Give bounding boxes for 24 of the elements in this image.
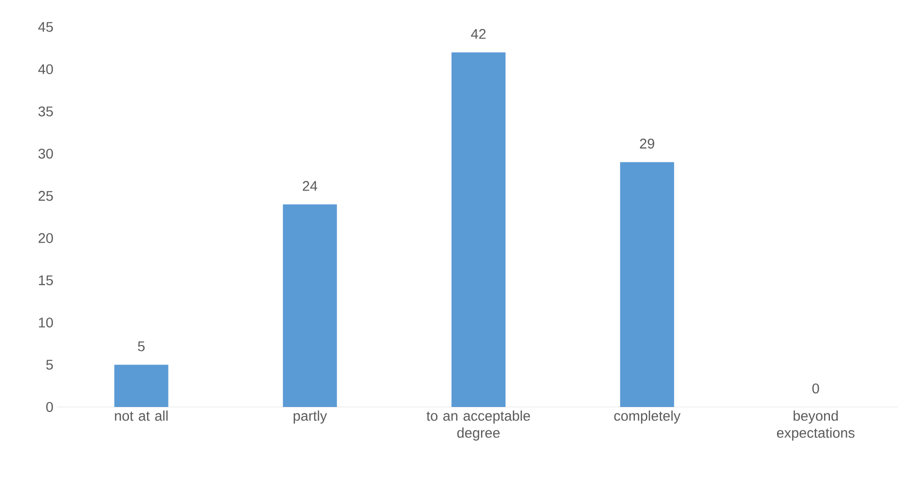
bar [114,364,168,407]
y-tick-label: 35 [38,106,53,116]
data-label: 29 [640,138,654,149]
data-label: 42 [471,29,486,39]
y-tick-label: 0 [46,402,53,412]
bar [452,52,506,407]
x-tick-label: completely [614,410,681,424]
x-tick-label: not at all [115,410,168,421]
x-tick-label: partly [294,410,327,424]
data-label: 5 [138,341,145,352]
data-label: 24 [302,181,318,191]
x-tick-label: to an acceptable degree [426,410,530,441]
y-tick-label: 15 [38,275,53,286]
y-tick-label: 10 [38,318,53,328]
data-label: 0 [812,384,820,394]
y-tick-label: 5 [46,360,53,370]
y-tick-label: 30 [38,148,53,159]
y-tick-label: 25 [38,190,53,201]
y-tick-label: 45 [38,22,53,32]
y-tick-label: 40 [38,64,53,74]
x-tick-label: beyond expectations [777,410,854,441]
y-tick-label: 20 [38,233,53,244]
bar [620,162,674,407]
bar [282,204,337,407]
